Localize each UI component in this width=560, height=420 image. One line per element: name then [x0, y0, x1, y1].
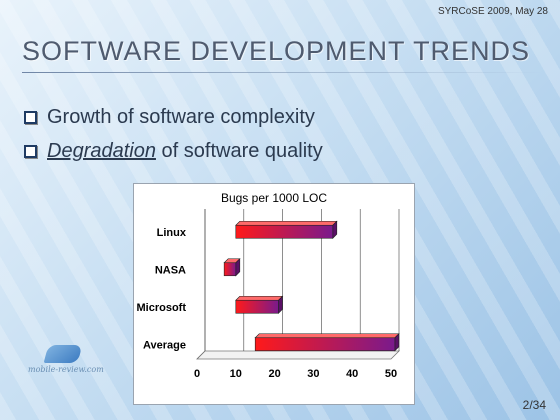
bullet-text: Growth of software complexity: [47, 105, 315, 128]
category-label: Average: [143, 339, 186, 351]
slide-title: SOFTWARE DEVELOPMENT TRENDS: [22, 36, 531, 66]
chart-svg: Bugs per 1000 LOC Linux NASA Microsoft Avera…: [137, 191, 400, 380]
title-divider: [22, 72, 542, 73]
x-tick-label: 30: [307, 368, 319, 380]
x-tick-label: 50: [385, 368, 397, 380]
bar: [235, 224, 334, 239]
x-tick-label: 0: [194, 368, 200, 380]
x-tick-label: 10: [230, 368, 242, 380]
x-tick-label: 40: [346, 368, 358, 380]
bugs-chart: Bugs per 1000 LOC Linux NASA Microsoft Avera…: [133, 183, 415, 405]
x-tick-label: 20: [268, 368, 280, 380]
watermark-logo-icon: [43, 345, 83, 363]
bar-top: [235, 220, 338, 226]
chart-title: Bugs per 1000 LOC: [221, 191, 327, 205]
watermark-text: mobile-review.com: [28, 365, 104, 374]
bullet-item: Growth of software complexity: [24, 100, 323, 134]
bullet-emphasis: Degradation: [47, 139, 156, 162]
checkbox-bullet-icon: [24, 144, 37, 158]
category-label: Microsoft: [137, 302, 187, 314]
bullet-item: Degradation of software quality: [24, 134, 323, 168]
page-number: 2/34: [522, 398, 546, 412]
bar-top: [254, 333, 400, 339]
bar: [235, 299, 279, 314]
watermark: mobile-review.com: [28, 345, 118, 374]
header-event-label: SYRCoSE 2009, May 28: [437, 6, 548, 17]
checkbox-bullet-icon: [24, 110, 37, 124]
bar-top: [235, 295, 284, 301]
bullet-list: Growth of software complexity Degradatio…: [24, 100, 323, 168]
bar: [223, 262, 237, 277]
category-label: Linux: [157, 227, 187, 239]
chart-floor-edge: [196, 350, 206, 360]
chart-floor: [196, 350, 400, 360]
bullet-text: of software quality: [155, 139, 323, 162]
bar: [254, 337, 396, 352]
category-label: NASA: [155, 264, 186, 276]
